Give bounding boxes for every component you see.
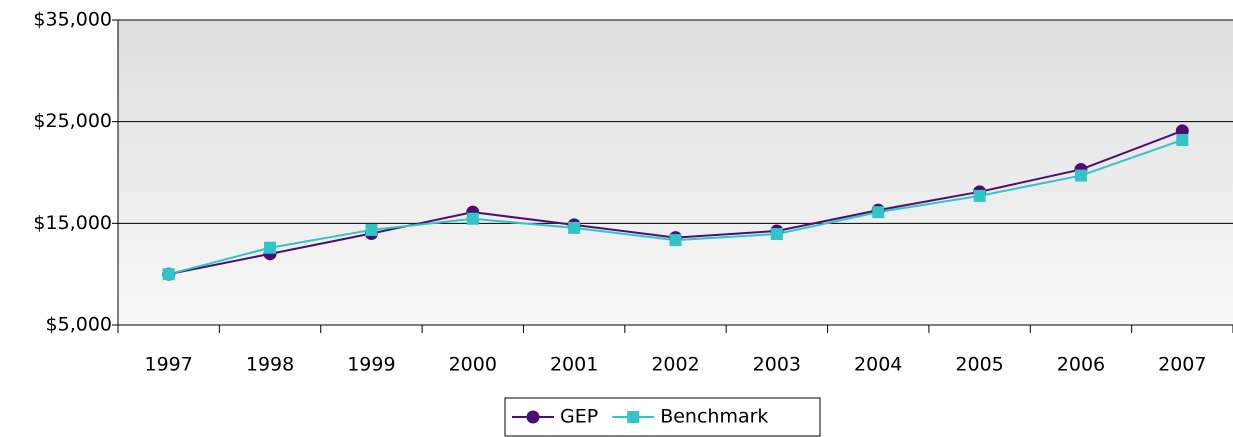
y-tick-label: $15,000: [33, 212, 112, 234]
legend-marker: [526, 410, 540, 424]
legend-label: Benchmark: [660, 406, 768, 428]
marker: [973, 189, 986, 202]
x-tick-label: 2007: [1158, 354, 1206, 376]
x-tick-label: 1998: [246, 354, 294, 376]
x-tick-label: 2000: [449, 354, 497, 376]
x-tick-label: 2003: [753, 354, 801, 376]
marker: [872, 206, 885, 219]
marker: [466, 212, 479, 225]
marks: [162, 124, 1189, 281]
marker: [770, 228, 783, 241]
marker: [1074, 169, 1087, 182]
legend-marker: [627, 411, 640, 423]
marker: [669, 234, 682, 247]
x-tick-label: 2002: [651, 354, 699, 376]
x-tick-label: 1997: [145, 354, 193, 376]
y-tick-label: $25,000: [33, 110, 112, 132]
marker: [365, 223, 378, 236]
x-tick-label: 2006: [1057, 354, 1105, 376]
marker: [1176, 133, 1189, 146]
marker: [568, 221, 581, 234]
plot-area: [118, 20, 1233, 325]
y-tick-label: $35,000: [33, 9, 112, 31]
legend-label: GEP: [560, 406, 598, 428]
x-tick-label: 1999: [347, 354, 395, 376]
marker: [264, 241, 277, 254]
x-tick-label: 2004: [854, 354, 902, 376]
axes: $5,000 $15,000 $25,000 $35,000 1997 1998 1999 2…: [33, 9, 1233, 376]
x-tick-label: 2001: [550, 354, 598, 376]
legend: GEP Benchmark: [504, 397, 821, 437]
marker: [162, 268, 175, 281]
grid: [118, 19, 1233, 326]
legend-box: [504, 397, 821, 437]
y-tick-label: $5,000: [46, 314, 112, 336]
x-tick-label: 2005: [955, 354, 1003, 376]
